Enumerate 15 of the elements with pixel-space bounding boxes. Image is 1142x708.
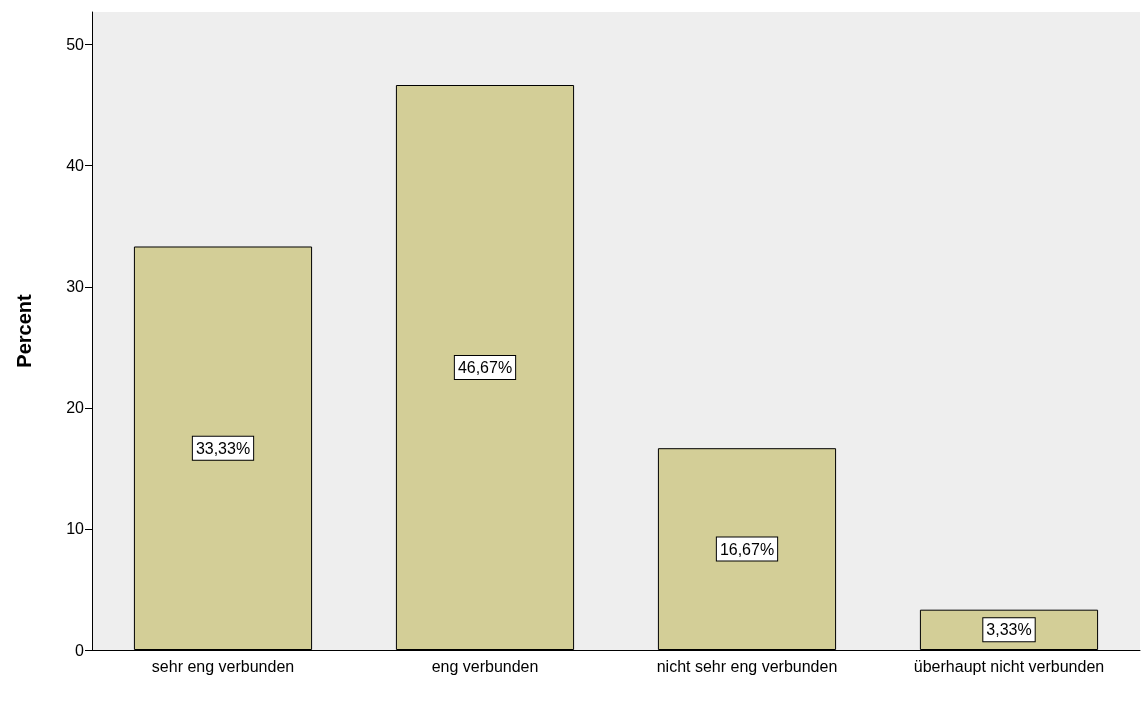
data-label: 3,33% [986, 621, 1032, 639]
y-tick-label: 30 [66, 278, 85, 296]
y-tick-label: 20 [66, 399, 85, 417]
data-label: 16,67% [719, 540, 775, 558]
y-tick-label: 10 [66, 520, 85, 538]
x-tick-label: überhaupt nicht verbunden [913, 658, 1105, 675]
x-tick-label: sehr eng verbunden [151, 658, 295, 675]
y-axis-title: Percent [13, 293, 35, 368]
x-tick-label: nicht sehr eng verbunden [656, 658, 838, 675]
y-tick-label: 0 [75, 641, 85, 659]
x-tick-label: eng verbunden [431, 658, 539, 675]
data-label: 46,67% [457, 359, 513, 376]
data-label: 33,33% [195, 439, 251, 457]
y-tick-label: 40 [66, 157, 85, 175]
y-tick-label: 50 [66, 36, 85, 54]
